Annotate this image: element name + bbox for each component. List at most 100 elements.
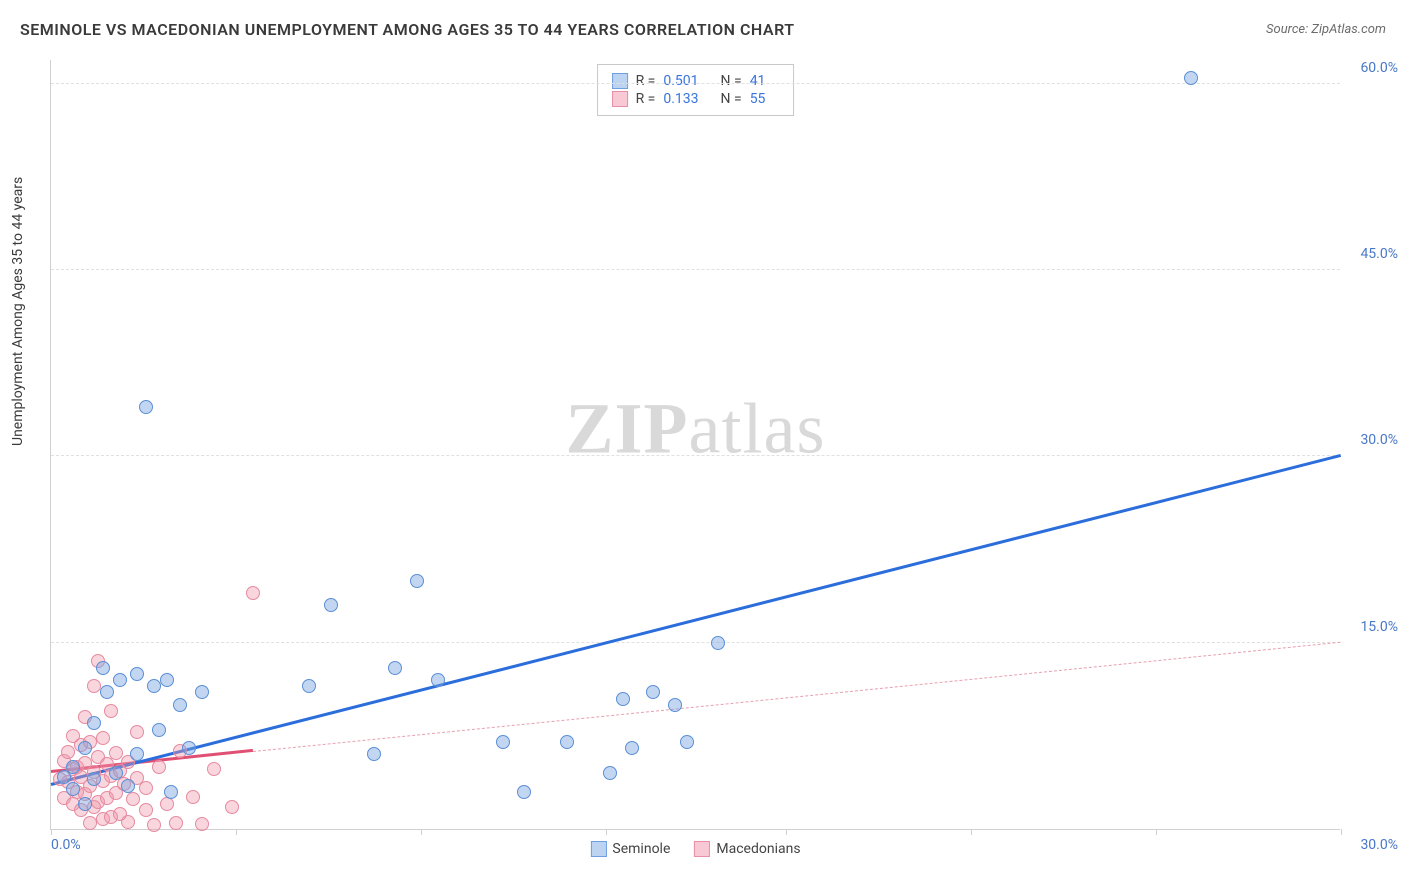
scatter-point	[78, 741, 92, 755]
scatter-point	[87, 679, 101, 693]
scatter-point	[164, 785, 178, 799]
legend-item-macedonians: Macedonians	[694, 841, 800, 857]
legend-item-seminole: Seminole	[590, 841, 670, 857]
legend-stats-row-1: R = 0.133 N = 55	[612, 91, 780, 107]
stat-r-val-1: 0.133	[663, 91, 698, 107]
chart-source: Source: ZipAtlas.com	[1266, 22, 1386, 37]
scatter-point	[152, 723, 166, 737]
chart-title: SEMINOLE VS MACEDONIAN UNEMPLOYMENT AMON…	[20, 20, 795, 39]
scatter-point	[96, 731, 110, 745]
scatter-point	[182, 741, 196, 755]
trend-line	[253, 642, 1341, 752]
scatter-point	[711, 636, 725, 650]
scatter-point	[61, 745, 75, 759]
scatter-point	[225, 800, 239, 814]
y-tick-label: 45.0%	[1360, 246, 1398, 262]
watermark-light: atlas	[689, 389, 826, 469]
scatter-point	[367, 747, 381, 761]
scatter-point	[496, 735, 510, 749]
scatter-point	[324, 598, 338, 612]
scatter-point	[668, 698, 682, 712]
y-tick-label: 15.0%	[1360, 619, 1398, 635]
x-tick	[421, 829, 422, 835]
scatter-point	[302, 679, 316, 693]
plot-area: ZIPatlas 0.0% 30.0% R = 0.501 N = 41 R =…	[50, 60, 1340, 830]
scatter-point	[121, 815, 135, 829]
x-tick	[236, 829, 237, 835]
watermark: ZIPatlas	[566, 388, 826, 471]
scatter-point	[139, 781, 153, 795]
scatter-point	[517, 785, 531, 799]
scatter-point	[78, 797, 92, 811]
grid-line	[51, 269, 1340, 270]
y-tick-label: 30.0%	[1360, 432, 1398, 448]
chart-header: SEMINOLE VS MACEDONIAN UNEMPLOYMENT AMON…	[20, 20, 1386, 39]
stat-r-val-0: 0.501	[663, 73, 698, 89]
scatter-point	[87, 716, 101, 730]
scatter-point	[109, 766, 123, 780]
scatter-point	[66, 782, 80, 796]
x-tick	[1341, 829, 1342, 835]
y-tick-label: 60.0%	[1360, 60, 1398, 76]
scatter-point	[560, 735, 574, 749]
scatter-point	[66, 760, 80, 774]
scatter-point	[121, 779, 135, 793]
x-tick	[606, 829, 607, 835]
x-min-label: 0.0%	[51, 837, 81, 853]
grid-line	[51, 642, 1340, 643]
scatter-point	[152, 760, 166, 774]
scatter-point	[195, 817, 209, 831]
grid-line	[51, 83, 1340, 84]
stat-n-val-1: 55	[750, 91, 766, 107]
scatter-point	[410, 574, 424, 588]
scatter-point	[625, 741, 639, 755]
scatter-point	[1184, 71, 1198, 85]
legend-swatch-seminole	[590, 841, 606, 857]
scatter-point	[186, 790, 200, 804]
scatter-point	[109, 746, 123, 760]
scatter-point	[160, 797, 174, 811]
legend-stats-row-0: R = 0.501 N = 41	[612, 73, 780, 89]
x-tick	[51, 829, 52, 835]
scatter-point	[100, 685, 114, 699]
scatter-point	[130, 725, 144, 739]
scatter-point	[160, 673, 174, 687]
scatter-point	[139, 803, 153, 817]
watermark-bold: ZIP	[566, 389, 689, 469]
legend-swatch-1	[612, 91, 628, 107]
x-tick	[786, 829, 787, 835]
grid-line	[51, 455, 1340, 456]
legend-bottom: Seminole Macedonians	[590, 841, 800, 857]
scatter-point	[96, 661, 110, 675]
legend-label-macedonians: Macedonians	[716, 841, 800, 857]
stat-n-label: N =	[721, 73, 742, 89]
legend-swatch-0	[612, 73, 628, 89]
x-tick	[1156, 829, 1157, 835]
scatter-point	[169, 816, 183, 830]
stat-r-label: R =	[636, 91, 656, 107]
scatter-point	[83, 816, 97, 830]
scatter-point	[147, 679, 161, 693]
scatter-point	[195, 685, 209, 699]
stat-n-val-0: 41	[750, 73, 766, 89]
x-max-label: 30.0%	[1360, 837, 1398, 853]
legend-label-seminole: Seminole	[612, 841, 670, 857]
scatter-point	[603, 766, 617, 780]
scatter-point	[680, 735, 694, 749]
scatter-point	[246, 586, 260, 600]
scatter-point	[87, 772, 101, 786]
scatter-point	[147, 818, 161, 832]
stat-r-label: R =	[636, 73, 656, 89]
scatter-point	[104, 704, 118, 718]
legend-swatch-macedonians	[694, 841, 710, 857]
stat-n-label: N =	[721, 91, 742, 107]
scatter-point	[173, 698, 187, 712]
legend-stats: R = 0.501 N = 41 R = 0.133 N = 55	[597, 64, 795, 116]
scatter-point	[130, 747, 144, 761]
scatter-point	[139, 400, 153, 414]
scatter-point	[431, 673, 445, 687]
scatter-point	[113, 673, 127, 687]
trend-line	[51, 453, 1342, 785]
scatter-point	[646, 685, 660, 699]
scatter-point	[388, 661, 402, 675]
